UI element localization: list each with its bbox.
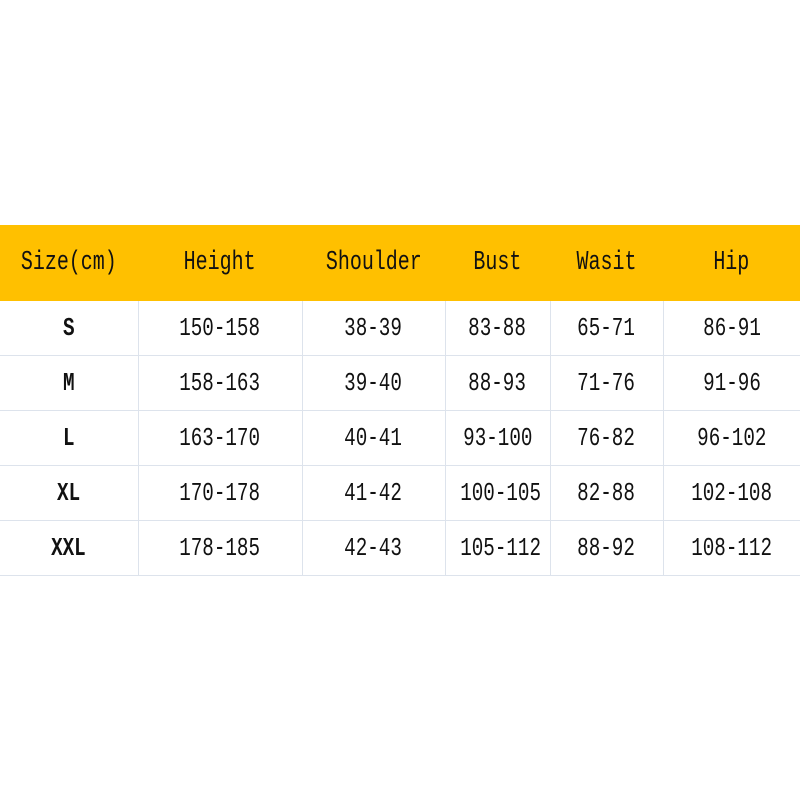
measurement-cell: 88-93 <box>444 355 551 411</box>
cell-text: 96-102 <box>697 423 767 453</box>
measurement-cell: 40-41 <box>301 410 446 466</box>
column-header-label: Height <box>184 248 256 278</box>
column-header-bust: Bust <box>445 225 550 301</box>
cell-text: XL <box>57 478 81 508</box>
size-cell: XXL <box>0 520 139 576</box>
size-chart-table: Size(cm) Height Shoulder Bust Wasit Hip S 150-… <box>0 225 800 576</box>
measurement-cell: 88-92 <box>549 520 664 576</box>
column-header-shoulder: Shoulder <box>302 225 445 301</box>
size-cell: S <box>0 301 139 356</box>
measurement-cell: 150-158 <box>137 301 303 356</box>
header-row: Size(cm) Height Shoulder Bust Wasit Hip <box>0 225 800 301</box>
cell-text: 76-82 <box>577 423 636 453</box>
cell-text: 102-108 <box>691 478 773 508</box>
measurement-cell: 93-100 <box>444 410 551 466</box>
measurement-cell: 65-71 <box>549 301 664 356</box>
measurement-cell: 96-102 <box>662 410 800 466</box>
table-row: M 158-163 39-40 88-93 71-76 91-96 <box>0 355 800 411</box>
measurement-cell: 41-42 <box>301 465 446 521</box>
cell-text: 91-96 <box>702 368 761 398</box>
table-row: S 150-158 38-39 83-88 65-71 86-91 <box>0 301 800 356</box>
cell-text: 93-100 <box>462 423 533 453</box>
size-cell: L <box>0 410 139 466</box>
cell-text: 178-185 <box>179 533 261 563</box>
measurement-cell: 82-88 <box>549 465 664 521</box>
measurement-cell: 158-163 <box>137 355 303 411</box>
column-header-hip: Hip <box>663 225 800 301</box>
cell-text: 88-93 <box>468 368 527 398</box>
column-header-wasit: Wasit <box>550 225 663 301</box>
cell-text: 40-41 <box>344 423 403 453</box>
cell-text: 86-91 <box>702 313 761 343</box>
table-row: XL 170-178 41-42 100-105 82-88 102-108 <box>0 465 800 521</box>
measurement-cell: 170-178 <box>137 465 303 521</box>
size-cell: XL <box>0 465 139 521</box>
size-cell: M <box>0 355 139 411</box>
table-row: L 163-170 40-41 93-100 76-82 96-102 <box>0 410 800 466</box>
cell-text: 150-158 <box>179 313 261 343</box>
cell-text: XXL <box>51 533 87 563</box>
cell-text: 83-88 <box>468 313 527 343</box>
cell-text: 42-43 <box>344 533 403 563</box>
measurement-cell: 163-170 <box>137 410 303 466</box>
cell-text: 41-42 <box>344 478 403 508</box>
cell-text: 105-112 <box>459 533 541 563</box>
cell-text: M <box>62 368 75 398</box>
cell-text: 100-105 <box>459 478 541 508</box>
cell-text: 163-170 <box>179 423 261 453</box>
measurement-cell: 105-112 <box>444 520 551 576</box>
cell-text: 158-163 <box>179 368 261 398</box>
column-header-label: Bust <box>473 248 522 278</box>
cell-text: 170-178 <box>179 478 261 508</box>
column-header-label: Shoulder <box>325 248 422 278</box>
column-header-label: Size(cm) <box>21 248 117 278</box>
column-header-label: Wasit <box>576 248 637 278</box>
cell-text: 71-76 <box>577 368 636 398</box>
measurement-cell: 178-185 <box>137 520 303 576</box>
cell-text: 88-92 <box>577 533 636 563</box>
measurement-cell: 39-40 <box>301 355 446 411</box>
measurement-cell: 83-88 <box>444 301 551 356</box>
measurement-cell: 100-105 <box>444 465 551 521</box>
cell-text: 82-88 <box>577 478 636 508</box>
column-header-sizecm: Size(cm) <box>0 225 138 301</box>
cell-text: 65-71 <box>577 313 636 343</box>
table-row: XXL 178-185 42-43 105-112 88-92 108-112 <box>0 520 800 576</box>
measurement-cell: 76-82 <box>549 410 664 466</box>
column-header-height: Height <box>138 225 302 301</box>
cell-text: S <box>62 313 75 343</box>
measurement-cell: 108-112 <box>662 520 800 576</box>
cell-text: 38-39 <box>344 313 403 343</box>
measurement-cell: 71-76 <box>549 355 664 411</box>
measurement-cell: 91-96 <box>662 355 800 411</box>
measurement-cell: 42-43 <box>301 520 446 576</box>
column-header-label: Hip <box>713 248 750 278</box>
cell-text: L <box>62 423 75 453</box>
cell-text: 39-40 <box>344 368 403 398</box>
measurement-cell: 86-91 <box>662 301 800 356</box>
cell-text: 108-112 <box>691 533 773 563</box>
measurement-cell: 102-108 <box>662 465 800 521</box>
measurement-cell: 38-39 <box>301 301 446 356</box>
